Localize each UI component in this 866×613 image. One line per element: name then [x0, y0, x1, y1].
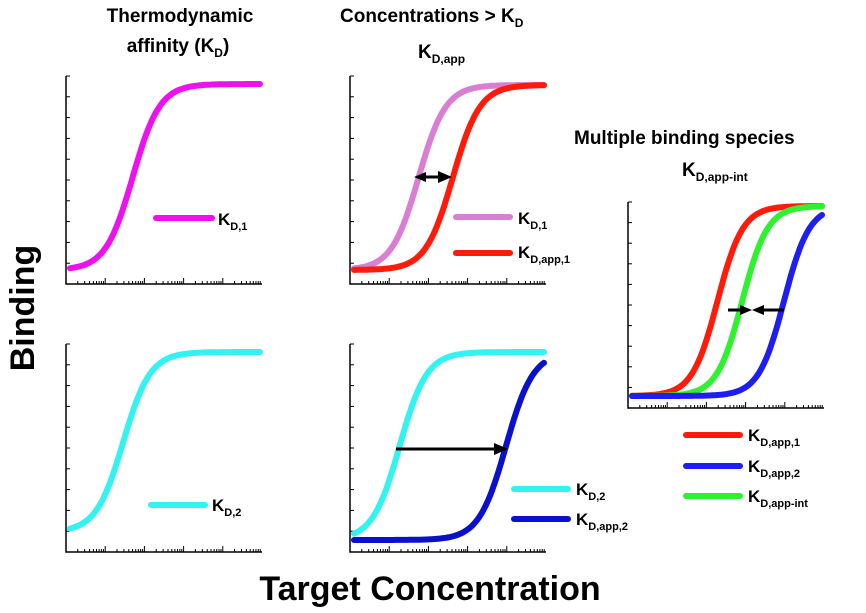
svg-text:KD,1: KD,1 [518, 209, 547, 232]
legend-top-middle-label-2: K [518, 243, 531, 262]
middle-title-line1: Concentrations > K [340, 6, 515, 27]
middle-column-title: Concentrations > KD KD,app [340, 6, 524, 66]
legend-bottom-middle-sub-2: D,app,2 [588, 521, 628, 533]
top-middle-curve-2 [351, 82, 547, 273]
right-title-line2-sub: D,app-int [696, 170, 748, 184]
right-title-line2: K [682, 160, 696, 181]
panel-bottom-middle-ticks [349, 343, 545, 553]
legend-top-middle: KD,1 KD,app,1 [453, 209, 570, 266]
middle-title-line2-sub: D,app [432, 52, 465, 66]
legend-bottom-middle: KD,2 KD,app,2 [511, 480, 628, 533]
svg-text:KD,app: KD,app [418, 42, 465, 66]
svg-text:affinity (KD): affinity (KD) [127, 36, 230, 60]
panel-bottom-middle [349, 343, 547, 553]
legend-right-sub-3: D,app-int [760, 498, 808, 510]
panel-bottom-left [65, 343, 263, 553]
svg-text:KD,app-int: KD,app-int [682, 160, 748, 184]
svg-text:KD,2: KD,2 [212, 496, 241, 519]
right-curve-2 [629, 203, 825, 399]
legend-bottom-left-label-1: K [212, 496, 225, 515]
panel-top-middle-ticks [349, 75, 545, 285]
panel-right-curves [629, 203, 825, 399]
left-title-line2: affinity (K [127, 36, 215, 57]
panel-bottom-left-curves [67, 349, 263, 532]
panel-bottom-middle-curves [351, 349, 547, 543]
panel-bottom-left-frame [65, 344, 262, 553]
legend-right-sub-1: D,app,1 [760, 437, 800, 449]
bottom-left-curve-1 [67, 349, 263, 532]
arrow-top-middle-head-right [438, 171, 452, 183]
svg-text:KD,app,1: KD,app,1 [748, 426, 800, 449]
bottom-middle-curve-1 [351, 349, 547, 537]
svg-text:KD,app,2: KD,app,2 [576, 510, 628, 533]
legend-right-label-1: K [748, 426, 761, 445]
panel-right-frame [627, 202, 824, 409]
svg-text:Concentrations > KD: Concentrations > KD [340, 6, 524, 30]
panel-right-ticks [627, 201, 823, 409]
svg-text:KD,app,2: KD,app,2 [748, 457, 800, 480]
legend-top-middle-label-1: K [518, 209, 531, 228]
middle-title-line2: K [418, 42, 432, 63]
left-title-sub: D [214, 46, 223, 60]
legend-bottom-middle-label-1: K [576, 480, 589, 499]
legend-bottom-middle-sub-1: D,2 [588, 491, 605, 503]
arrow-right-head-1 [740, 305, 752, 315]
svg-text:KD,app-int: KD,app-int [748, 487, 808, 510]
right-title-line1: Multiple binding species [574, 128, 795, 149]
y-axis-label: Binding [4, 245, 42, 372]
middle-title-line1-sub: D [515, 16, 524, 30]
legend-top-left-label-1: K [218, 210, 231, 229]
arrow-bottom-middle [396, 443, 508, 455]
right-curve-1 [629, 203, 825, 399]
left-title-close: ) [223, 36, 229, 57]
panel-top-middle [349, 75, 547, 285]
legend-top-middle-sub-1: D,1 [530, 220, 547, 232]
panel-right [627, 201, 825, 409]
legend-top-middle-sub-2: D,app,1 [530, 254, 570, 266]
right-column-title: Multiple binding species KD,app-int [574, 128, 795, 184]
legend-bottom-middle-label-2: K [576, 510, 589, 529]
panel-top-left-curves [67, 81, 263, 272]
legend-right-label-2: K [748, 457, 761, 476]
arrow-right-head-2 [752, 305, 764, 315]
legend-top-left: KD,1 [153, 210, 247, 233]
svg-text:KD,1: KD,1 [218, 210, 247, 233]
panel-top-left-ticks [65, 75, 261, 285]
arrow-top-middle-head-left [414, 172, 426, 182]
panel-top-middle-curves [351, 82, 547, 273]
top-left-curve-1 [67, 81, 263, 272]
left-title-line1: Thermodynamic [107, 6, 254, 27]
legend-right: KD,app,1 KD,app,2 KD,app-int [683, 426, 808, 510]
legend-top-left-sub-1: D,1 [230, 221, 247, 233]
panel-bottom-left-ticks [65, 343, 261, 553]
panel-top-left-frame [65, 76, 262, 285]
svg-text:KD,app,1: KD,app,1 [518, 243, 570, 266]
arrow-top-middle [414, 171, 452, 183]
arrow-bottom-middle-head [494, 443, 508, 455]
legend-bottom-left-sub-1: D,2 [224, 507, 241, 519]
arrows-right [728, 305, 784, 315]
svg-text:KD,2: KD,2 [576, 480, 605, 503]
panel-top-left [65, 75, 263, 285]
legend-right-label-3: K [748, 487, 761, 506]
legend-bottom-left: KD,2 [148, 496, 241, 519]
x-axis-label: Target Concentration [259, 570, 600, 608]
legend-right-sub-2: D,app,2 [760, 468, 800, 480]
left-column-title: Thermodynamic affinity (KD) [107, 6, 254, 60]
bottom-middle-curve-2 [351, 359, 547, 543]
right-curve-3 [629, 212, 825, 399]
